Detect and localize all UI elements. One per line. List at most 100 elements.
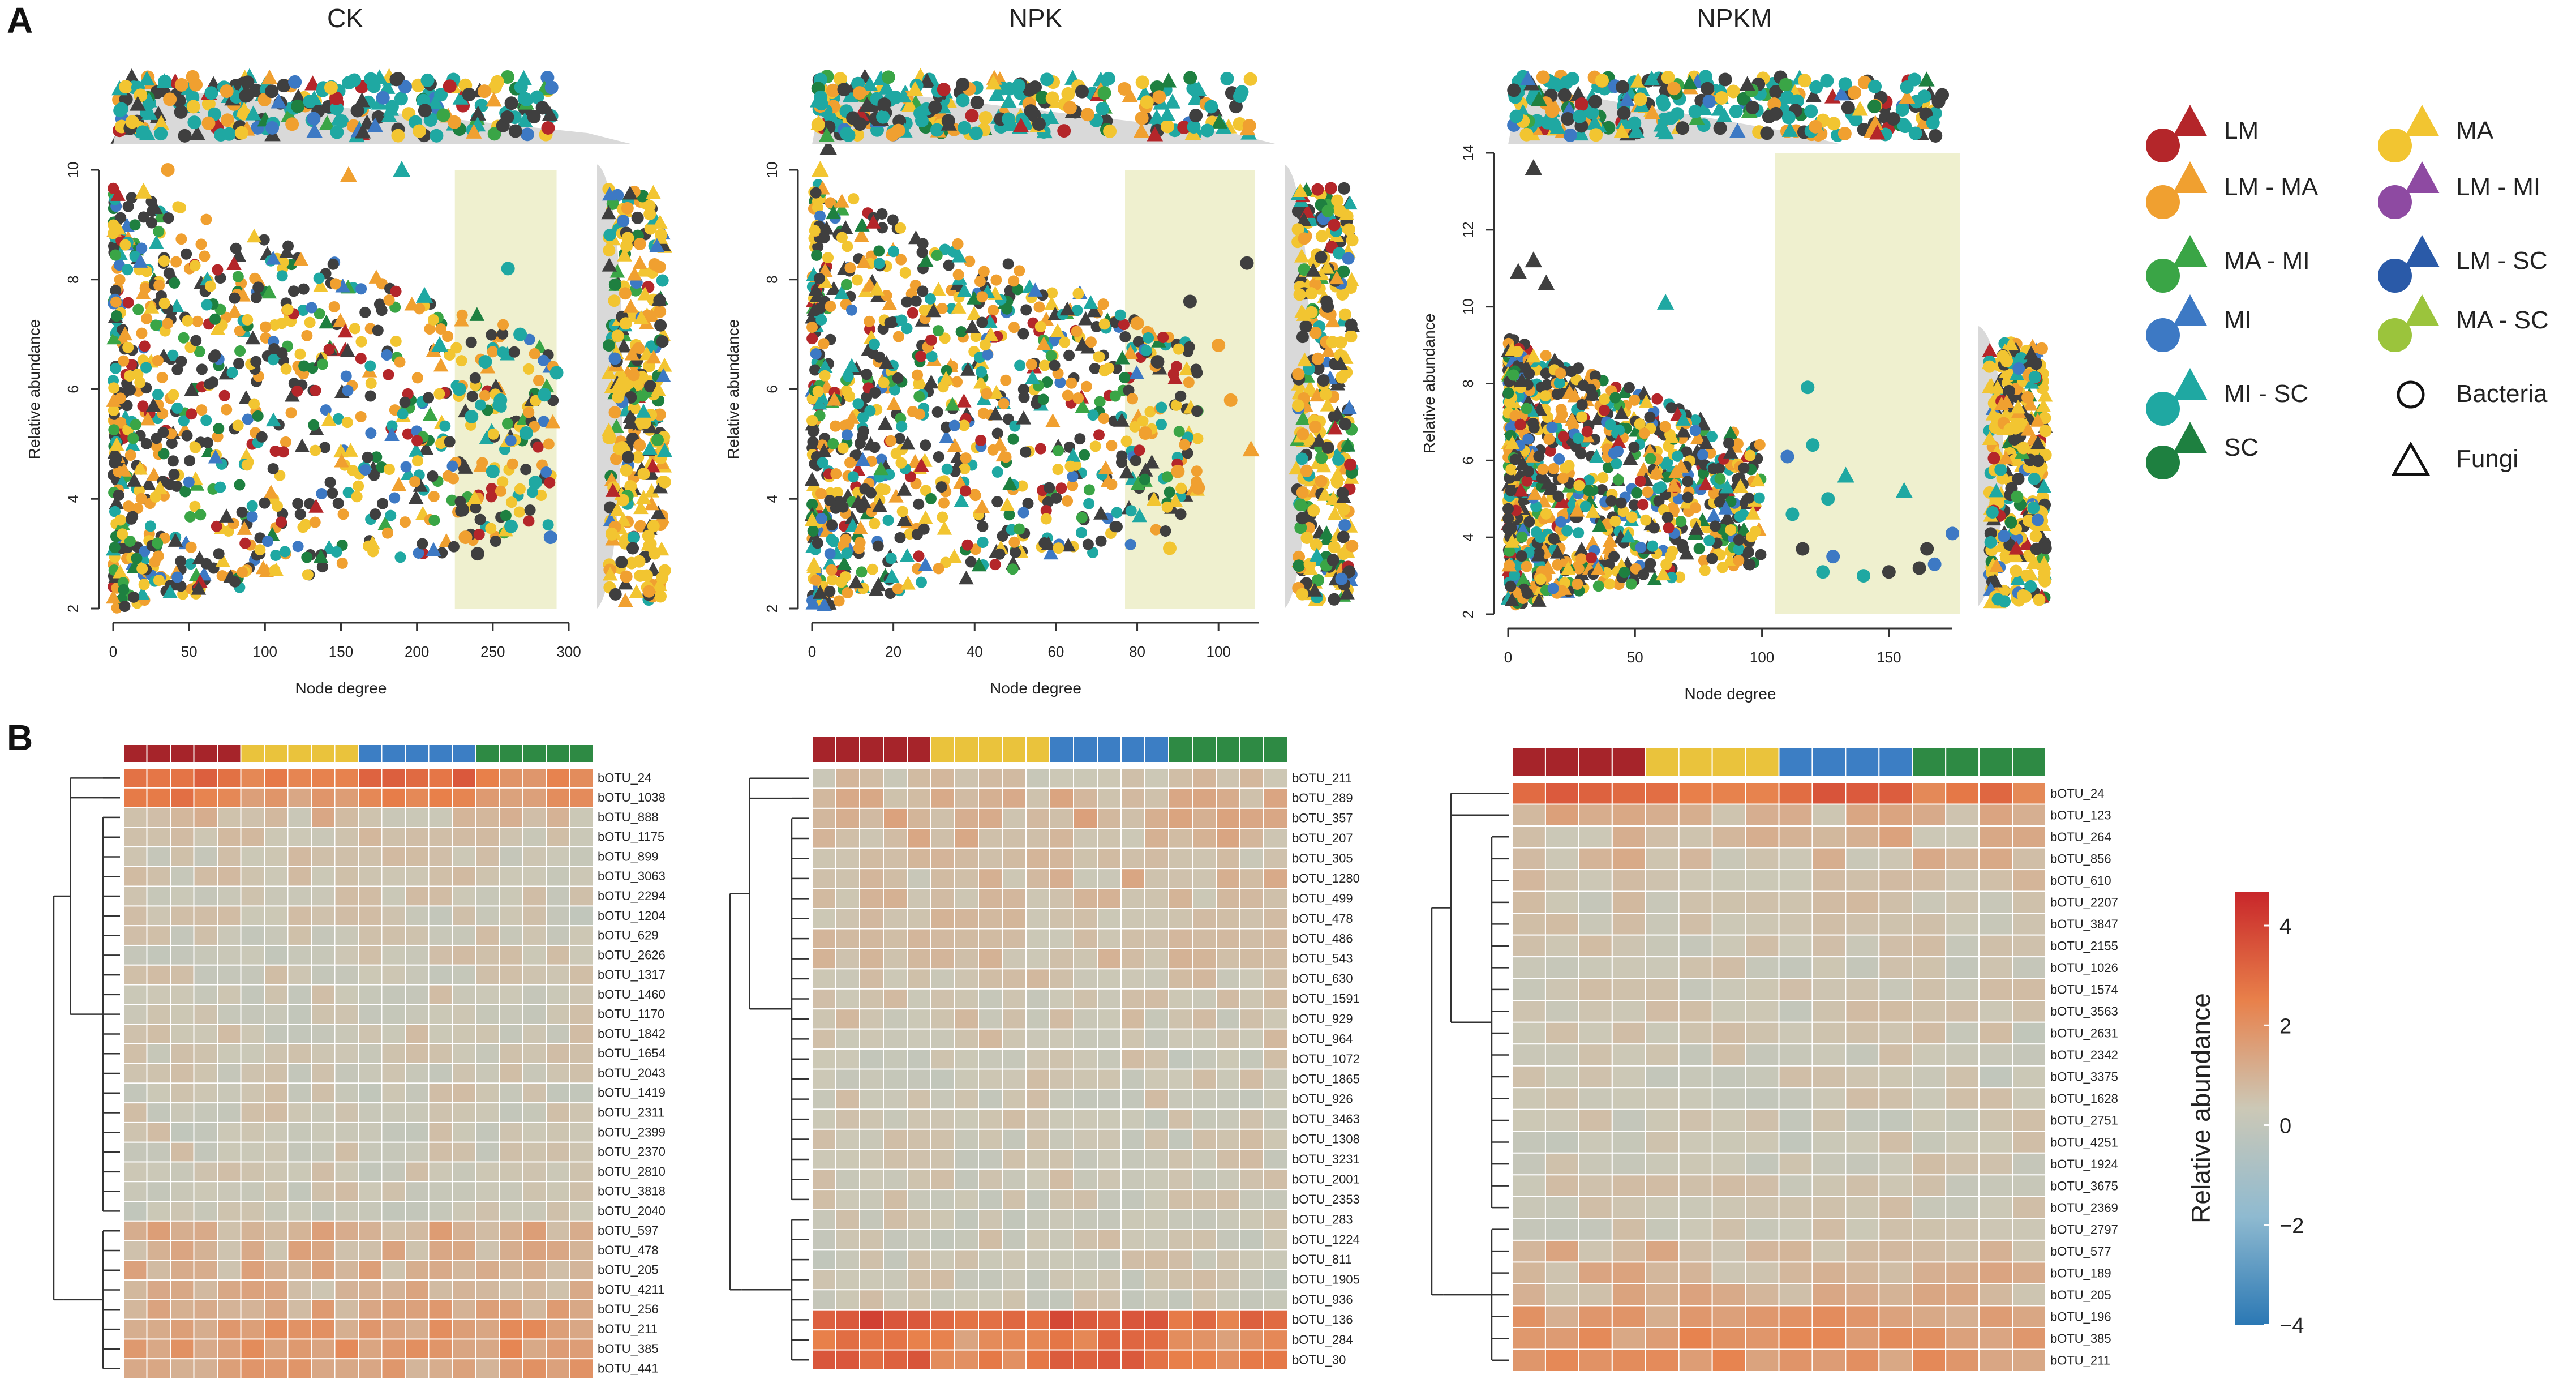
heatmap-cell [546, 885, 570, 907]
top-strip-point [265, 121, 280, 135]
heatmap-cell [405, 1102, 430, 1123]
cloud-triangle [488, 378, 504, 393]
cloud-point [1573, 479, 1585, 491]
cloud-point [340, 370, 352, 382]
cloud-point [141, 266, 153, 277]
cloud-point [868, 339, 880, 350]
top-strip-point [239, 89, 253, 103]
right-strip-point [2003, 384, 2016, 397]
cloud-point [1064, 460, 1076, 472]
heatmap-cell [217, 944, 242, 966]
heatmap-cell [311, 1121, 336, 1143]
cloud-point [1119, 372, 1131, 384]
cloud-point [808, 426, 819, 438]
heatmap-cell [146, 905, 171, 927]
data-point-triangle [340, 166, 358, 182]
top-strip-triangle [542, 106, 559, 121]
heatmap-cell [475, 905, 500, 927]
data-point [1163, 541, 1177, 555]
cloud-point [1693, 543, 1705, 555]
x-tick-label: 100 [1206, 643, 1230, 660]
heatmap-cell [193, 925, 218, 946]
right-strip-point [1312, 573, 1325, 586]
right-strip-point [1311, 183, 1324, 196]
heatmap-cell [546, 1004, 570, 1025]
right-strip-point [1296, 588, 1309, 601]
heatmap-cell [452, 1024, 476, 1044]
cloud-point [138, 211, 149, 223]
cloud-point [931, 250, 943, 262]
cloud-point [115, 417, 127, 429]
heatmap-cell [311, 984, 336, 1005]
cloud-point [1637, 499, 1649, 511]
heatmap-cell [240, 925, 265, 946]
right-strip-triangle [636, 490, 651, 504]
cloud-point [544, 477, 556, 489]
heatmap-cell [170, 1082, 195, 1104]
heatmap-cell [499, 846, 523, 867]
top-strip-point [1729, 104, 1743, 118]
top-strip-point [1769, 106, 1783, 121]
cloud-point [1697, 449, 1709, 461]
group-strip-cell [381, 744, 406, 763]
cloud-triangle [149, 235, 164, 249]
top-strip-point [436, 108, 450, 122]
cloud-point [915, 350, 927, 362]
row-label: bOTU_1317 [598, 967, 666, 982]
right-strip-point [2038, 573, 2051, 586]
heatmap-cell [240, 846, 265, 867]
cloud-point [809, 225, 821, 237]
heatmap-cell [146, 885, 171, 907]
data-point [1138, 426, 1152, 440]
top-strip-point [174, 105, 188, 119]
right-strip-point [2031, 513, 2044, 526]
heatmap-cell [499, 1043, 523, 1064]
top-strip-point [1917, 89, 1931, 104]
heatmap-cell [264, 964, 289, 986]
cloud-point [988, 305, 999, 316]
cloud-point [952, 269, 964, 281]
cloud-point [1635, 541, 1647, 553]
right-strip-point [1998, 595, 2011, 608]
top-strip-point [1103, 124, 1117, 138]
data-point [513, 327, 527, 341]
cloud-point [917, 238, 929, 250]
heatmap-cell [287, 1082, 312, 1104]
right-strip-triangle [622, 185, 638, 200]
cloud-triangle [319, 314, 334, 329]
top-strip-point [186, 70, 200, 84]
data-point [1806, 438, 1820, 452]
right-strip-point [638, 417, 651, 430]
cloud-point [1631, 487, 1643, 499]
heatmap-cell [358, 1043, 383, 1064]
row-label: bOTU_1419 [598, 1086, 666, 1100]
cloud-point [1587, 389, 1599, 401]
heatmap-cell [240, 1082, 265, 1104]
cloud-point [505, 435, 517, 447]
cloud-point [144, 520, 156, 532]
heatmap-cell [546, 846, 570, 867]
cloud-triangle [145, 397, 161, 412]
cloud-point [200, 414, 212, 426]
right-strip-point [644, 380, 657, 393]
cloud-point [1744, 559, 1756, 571]
right-strip-triangle [601, 422, 617, 437]
cloud-point [809, 364, 821, 376]
top-strip-point [1200, 123, 1214, 138]
cloud-point [842, 370, 854, 382]
heatmap-cell [193, 827, 218, 848]
cloud-point [1605, 495, 1617, 507]
cloud-point [150, 319, 162, 331]
right-strip-point [1342, 223, 1355, 236]
cloud-point [1025, 358, 1037, 370]
cloud-triangle [117, 326, 133, 341]
right-strip-point [625, 556, 638, 570]
cloud-point [1049, 359, 1061, 371]
top-strip-point [1779, 78, 1793, 92]
right-strip-point [642, 585, 655, 598]
cloud-point [1707, 463, 1719, 475]
x-tick-label: 0 [1504, 649, 1512, 666]
top-strip-point [1183, 71, 1197, 85]
cloud-point [827, 438, 839, 449]
cloud-point [1020, 304, 1032, 316]
